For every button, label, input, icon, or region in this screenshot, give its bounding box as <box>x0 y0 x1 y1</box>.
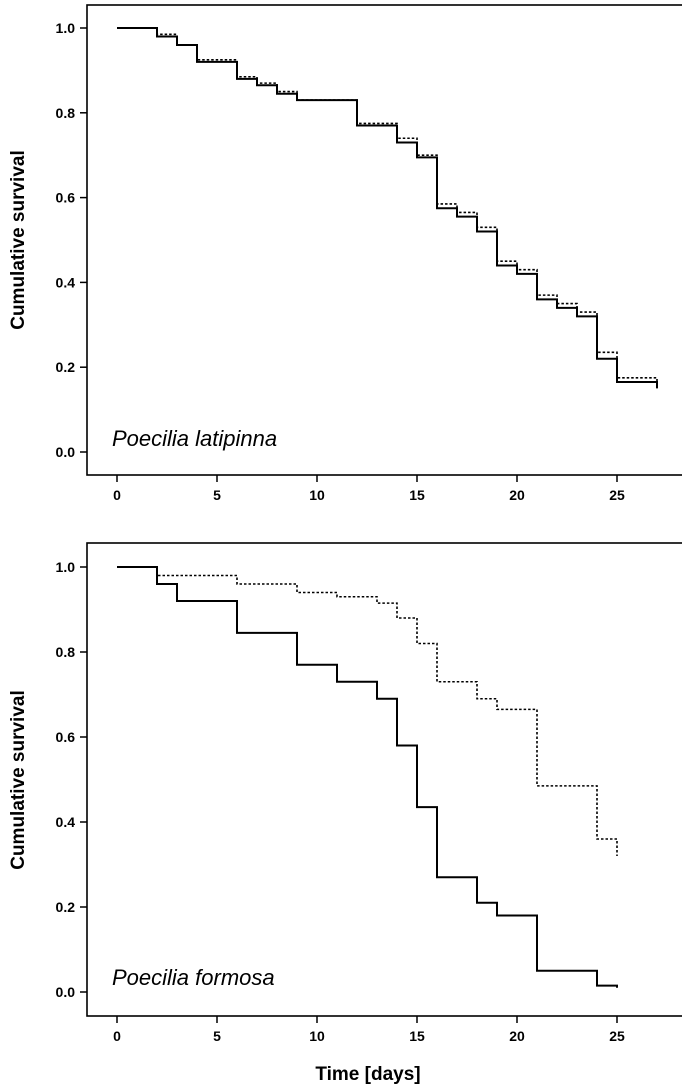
y-tick-label: 1.0 <box>56 20 76 36</box>
x-tick-label: 0 <box>113 487 121 503</box>
plot-frame <box>86 542 682 1017</box>
y-tick-label: 0.8 <box>56 105 76 121</box>
panel-label: Poecilia formosa <box>112 965 275 990</box>
y-tick-label: 0.6 <box>56 190 76 206</box>
x-tick-label: 0 <box>113 1028 121 1044</box>
series-group <box>117 27 658 389</box>
x-tick-label: 15 <box>409 1028 425 1044</box>
x-tick-label: 20 <box>509 487 525 503</box>
x-tick-label: 20 <box>509 1028 525 1044</box>
y-tick-label: 1.0 <box>56 559 76 575</box>
y-ticks: 0.0 0.2 0.4 0.6 0.8 1.0 <box>56 20 87 460</box>
panel-poecilia-latipinna: Cumulative survival Poecilia latipinna 0… <box>8 4 682 503</box>
y-axis-title: Cumulative survival <box>8 150 29 330</box>
panel-label: Poecilia latipinna <box>112 426 277 451</box>
series-group <box>117 566 618 988</box>
y-tick-label: 0.0 <box>56 984 76 1000</box>
y-tick-label: 0.8 <box>56 644 76 660</box>
x-ticks: 0 5 10 15 20 25 <box>113 1016 625 1044</box>
x-ticks: 0 5 10 15 20 25 <box>113 475 625 503</box>
survival-curve-dotted <box>117 566 618 856</box>
panel-poecilia-formosa: Cumulative survival Poecilia formosa Tim… <box>8 542 682 1085</box>
x-tick-label: 25 <box>609 487 625 503</box>
y-tick-label: 0.4 <box>56 814 76 830</box>
y-axis-title: Cumulative survival <box>8 690 29 870</box>
y-ticks: 0.0 0.2 0.4 0.6 0.8 1.0 <box>56 559 87 1000</box>
x-tick-label: 10 <box>309 1028 325 1044</box>
x-tick-label: 5 <box>213 1028 221 1044</box>
x-tick-label: 5 <box>213 487 221 503</box>
plot-frame <box>86 4 682 476</box>
x-tick-label: 25 <box>609 1028 625 1044</box>
y-tick-label: 0.0 <box>56 444 76 460</box>
y-tick-label: 0.6 <box>56 729 76 745</box>
x-axis-title: Time [days] <box>315 1064 420 1085</box>
survival-curve-solid <box>117 566 618 988</box>
x-tick-label: 10 <box>309 487 325 503</box>
survival-curve-dotted <box>117 27 658 385</box>
survival-curve-solid <box>117 27 658 389</box>
y-tick-label: 0.2 <box>56 899 76 915</box>
x-tick-label: 15 <box>409 487 425 503</box>
y-tick-label: 0.4 <box>56 274 76 290</box>
y-tick-label: 0.2 <box>56 359 76 375</box>
